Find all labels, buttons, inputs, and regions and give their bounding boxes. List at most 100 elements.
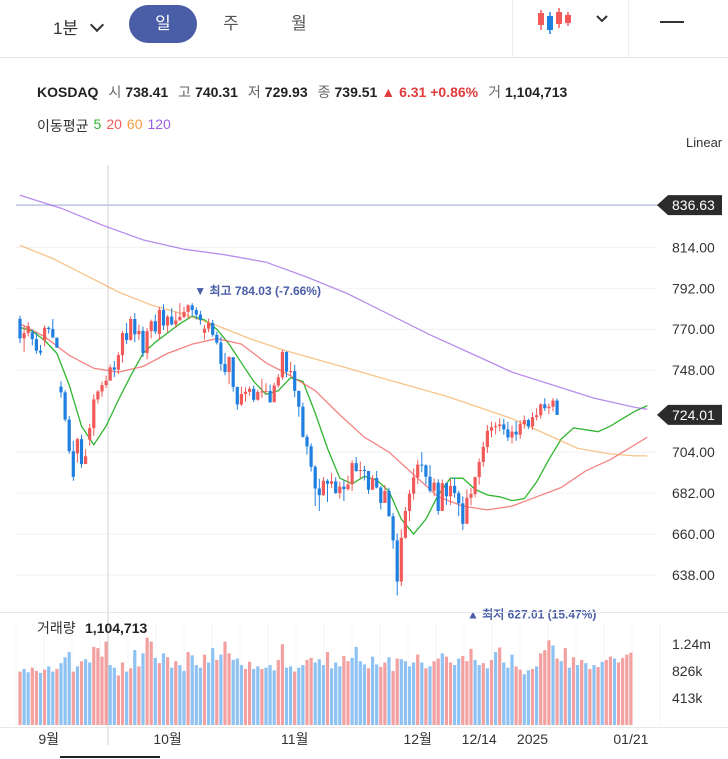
volume-bar	[502, 662, 506, 725]
volume-bar	[485, 668, 489, 725]
tab-day[interactable]: 일	[129, 5, 197, 43]
volume-bar	[268, 665, 272, 725]
volume-divider	[0, 612, 728, 613]
top-toolbar: 1분 일 주 월	[0, 0, 728, 58]
volume-bar	[75, 666, 79, 725]
volume-bar	[358, 661, 362, 725]
candlestick-icon	[538, 8, 608, 34]
volume-bar	[465, 661, 469, 725]
volume-bar	[457, 658, 461, 725]
candle	[276, 377, 280, 386]
candle	[424, 465, 428, 477]
volume-bar	[186, 652, 190, 725]
volume-bar	[629, 652, 633, 725]
scroll-indicator	[60, 756, 160, 758]
candle	[473, 477, 477, 495]
y-tick-label: 814.00	[672, 239, 715, 255]
close-label: 종	[317, 84, 331, 100]
candle	[235, 386, 239, 405]
volume-bar	[34, 670, 38, 725]
volume-bar	[100, 656, 104, 725]
candle	[412, 477, 416, 494]
candle	[284, 351, 289, 372]
candle	[104, 380, 108, 386]
candle	[453, 485, 457, 494]
volume-bar	[350, 657, 354, 725]
volume-bar	[133, 650, 137, 725]
candle	[403, 510, 407, 538]
ma-legend[interactable]: 이동평균 5 20 60 120	[37, 116, 171, 136]
minimize-button[interactable]	[660, 21, 684, 23]
candle	[289, 371, 293, 373]
volume-bar	[321, 665, 325, 725]
candle	[436, 482, 440, 511]
ref-price-badge	[657, 195, 722, 216]
volume-bar	[88, 662, 92, 725]
candle	[170, 316, 174, 325]
ma-5-line	[19, 315, 648, 536]
volume-bar	[79, 661, 84, 725]
tab-week[interactable]: 주	[223, 14, 239, 33]
volume-bar	[284, 667, 289, 725]
last-price-label: 724.01	[672, 407, 715, 423]
candle	[272, 385, 276, 403]
volume-bar	[202, 654, 207, 725]
volume-bar	[428, 666, 432, 725]
candle	[157, 309, 161, 334]
candle	[268, 390, 272, 403]
volume-bar	[313, 662, 317, 725]
candle	[79, 439, 84, 465]
volume-bar	[55, 668, 59, 725]
volume-bar	[608, 656, 612, 725]
candle	[223, 363, 227, 373]
volume-bar	[161, 653, 166, 725]
ma-120-line	[19, 194, 648, 410]
volume-bar	[436, 658, 440, 725]
volume-bar	[256, 666, 260, 725]
volume-tick-label: 826k	[672, 663, 703, 679]
volume-bar	[157, 663, 161, 725]
volume-bar	[26, 672, 30, 725]
volume-bar	[59, 663, 63, 725]
candle	[174, 320, 178, 325]
volume-bar	[71, 671, 75, 725]
candle	[301, 406, 305, 437]
ma-20: 20	[106, 116, 122, 132]
volume-bar	[567, 667, 571, 725]
candle	[366, 470, 371, 490]
candle	[358, 470, 362, 472]
volume-bar	[621, 657, 625, 725]
volume-bar	[469, 648, 473, 725]
candle	[395, 540, 399, 582]
candle	[129, 319, 133, 341]
tab-month[interactable]: 월	[291, 14, 307, 33]
candle	[485, 430, 489, 447]
volume-bar	[309, 657, 313, 725]
volume-bar	[473, 659, 477, 725]
volume-bar	[526, 670, 530, 725]
volume-bar	[264, 667, 268, 725]
volume-bar	[510, 654, 514, 725]
candle	[125, 333, 129, 341]
volume-bar	[92, 646, 96, 725]
candle	[362, 470, 366, 472]
candle	[84, 456, 88, 465]
volume-bar	[125, 671, 129, 725]
candle	[243, 391, 248, 395]
candle	[350, 463, 354, 485]
volume-bar	[223, 641, 227, 725]
chart-type-button[interactable]	[512, 0, 629, 57]
volume-bar	[535, 666, 539, 725]
volume-bar	[112, 667, 116, 725]
volume-tick-label: 1.24m	[672, 636, 711, 652]
last-price-badge	[657, 404, 722, 425]
interval-label: 1분	[53, 19, 79, 38]
candle	[18, 318, 22, 339]
candle	[407, 493, 412, 511]
scale-mode-button[interactable]: Linear	[686, 135, 723, 150]
candle	[198, 314, 202, 320]
interval-select[interactable]: 1분	[53, 14, 105, 39]
candle	[248, 388, 252, 392]
y-tick-label: 792.00	[672, 280, 715, 296]
